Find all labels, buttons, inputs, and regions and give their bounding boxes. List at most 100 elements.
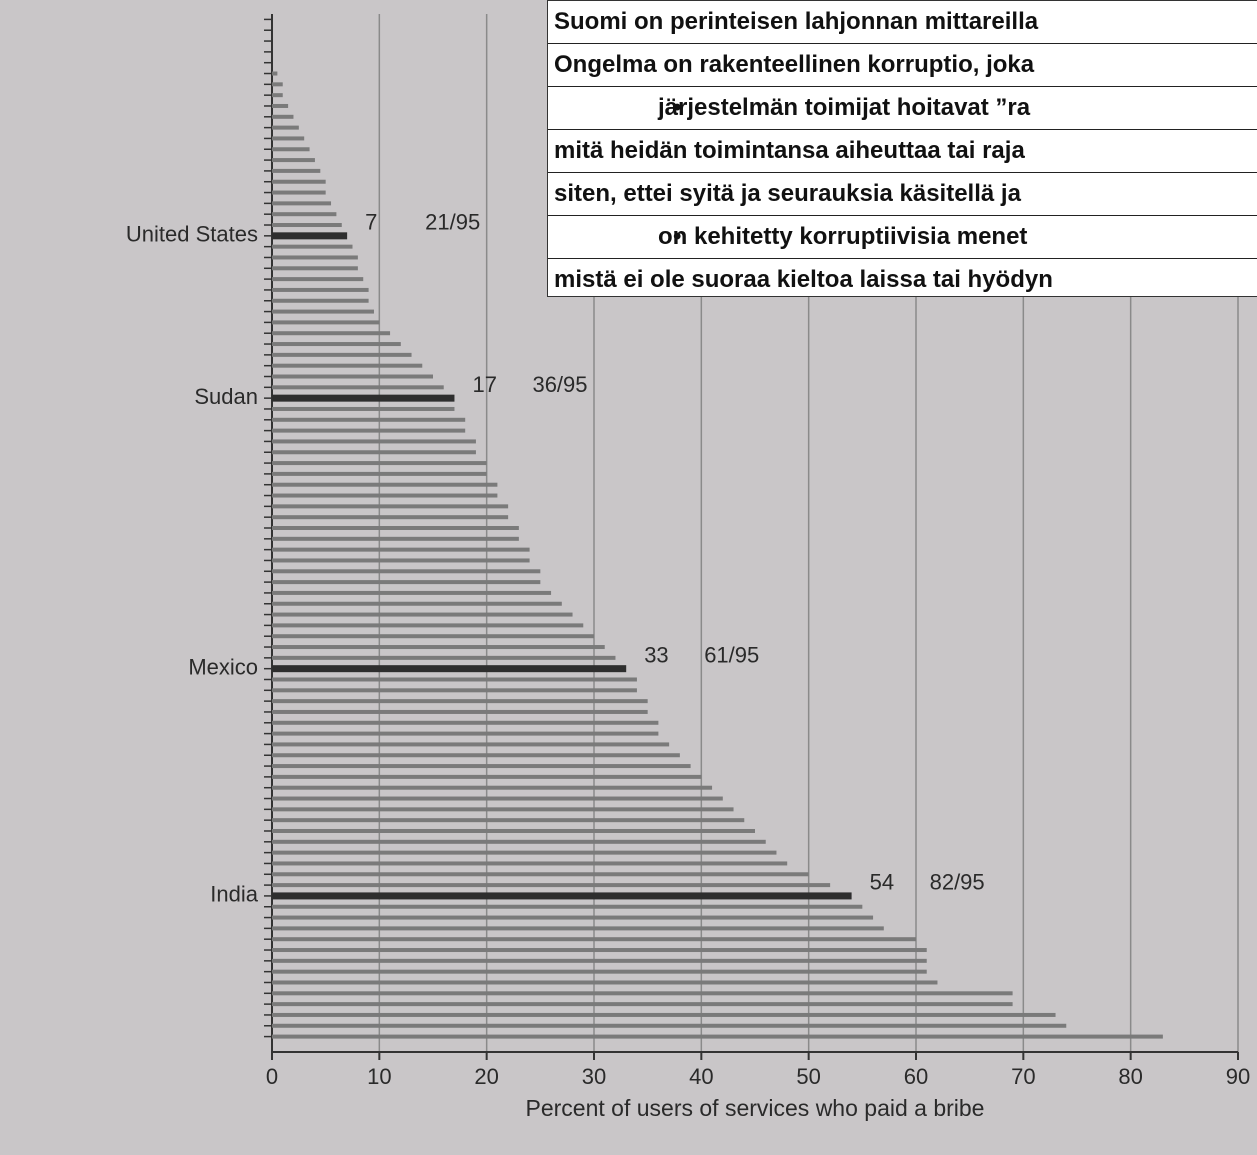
bar <box>272 515 509 520</box>
overlay-box: Suomi on perinteisen lahjonnan mittareil… <box>547 0 1257 297</box>
bar <box>272 417 466 422</box>
bar <box>272 82 283 87</box>
bar <box>272 287 369 292</box>
bar <box>272 980 938 985</box>
bar <box>272 201 332 206</box>
bar <box>272 374 433 379</box>
bar <box>272 93 283 98</box>
bar <box>272 892 852 900</box>
bar <box>272 406 455 411</box>
bar <box>272 612 573 617</box>
bar <box>272 103 289 108</box>
y-tick-label: Sudan <box>194 384 258 409</box>
bar <box>272 915 874 920</box>
value-label: 17 <box>472 372 496 397</box>
bar <box>272 655 616 660</box>
bar <box>272 958 927 963</box>
bar <box>272 71 278 76</box>
bar <box>272 861 788 866</box>
bar <box>272 471 487 476</box>
bar <box>272 948 927 953</box>
bar <box>272 807 734 812</box>
bar <box>272 709 648 714</box>
bar <box>272 569 541 574</box>
value-label: 54 <box>870 870 894 895</box>
bar <box>272 428 466 433</box>
bar <box>272 1002 1013 1007</box>
x-tick-label: 50 <box>796 1064 820 1089</box>
bar <box>272 125 299 130</box>
bar <box>272 309 374 314</box>
bar <box>272 937 916 942</box>
bar <box>272 114 294 119</box>
bar <box>272 1023 1067 1028</box>
bar <box>272 320 380 325</box>
bar <box>272 394 455 402</box>
bar <box>272 277 364 282</box>
bar <box>272 774 702 779</box>
x-tick-label: 10 <box>367 1064 391 1089</box>
bar <box>272 255 358 260</box>
bar <box>272 753 680 758</box>
bar <box>272 645 605 650</box>
bar <box>272 179 326 184</box>
bar <box>272 623 584 628</box>
overlay-line: Ongelma on rakenteellinen korruptio, jok… <box>548 44 1257 87</box>
bar <box>272 168 321 173</box>
bar <box>272 493 498 498</box>
bar <box>272 720 659 725</box>
overlay-line: Suomi on perinteisen lahjonnan mittareil… <box>548 1 1257 44</box>
bar <box>272 147 310 152</box>
bar <box>272 634 594 639</box>
bar <box>272 298 369 303</box>
bar <box>272 828 755 833</box>
bar <box>272 1034 1163 1039</box>
bar <box>272 665 627 673</box>
annotation: 61/95 <box>704 642 759 667</box>
value-label: 7 <box>365 210 377 235</box>
bar <box>272 363 423 368</box>
bar <box>272 1012 1056 1017</box>
bar <box>272 536 519 541</box>
bar <box>272 461 487 466</box>
overlay-line: on kehitetty korruptiivisia menet <box>548 216 1257 259</box>
bar <box>272 926 884 931</box>
bar <box>272 839 766 844</box>
x-axis-label: Percent of users of services who paid a … <box>526 1095 985 1121</box>
bar <box>272 991 1013 996</box>
annotation: 82/95 <box>930 870 985 895</box>
bar <box>272 158 315 163</box>
bar <box>272 688 637 693</box>
bar <box>272 590 552 595</box>
y-tick-label: Mexico <box>188 654 258 679</box>
y-tick-label: United States <box>126 222 258 247</box>
bar <box>272 136 305 141</box>
bar <box>272 601 562 606</box>
x-tick-label: 90 <box>1226 1064 1250 1089</box>
bar <box>272 526 519 530</box>
bar <box>272 244 353 249</box>
bar <box>272 883 831 888</box>
overlay-line: siten, ettei syitä ja seurauksia käsitel… <box>548 173 1257 216</box>
bar <box>272 558 530 563</box>
bar <box>272 796 723 801</box>
bar <box>272 764 691 769</box>
bar <box>272 742 670 747</box>
x-tick-label: 0 <box>266 1064 278 1089</box>
overlay-line: mitä heidän toimintansa aiheuttaa tai ra… <box>548 130 1257 173</box>
bar <box>272 547 530 552</box>
bar <box>272 482 498 487</box>
bar <box>272 266 358 271</box>
x-tick-label: 70 <box>1011 1064 1035 1089</box>
bar <box>272 818 745 823</box>
bar <box>272 850 777 855</box>
bar <box>272 504 509 509</box>
bar <box>272 450 476 455</box>
bar <box>272 331 391 336</box>
bar <box>272 580 541 585</box>
bar <box>272 232 348 240</box>
bar <box>272 731 659 736</box>
x-tick-label: 60 <box>904 1064 928 1089</box>
y-tick-label: India <box>210 882 258 907</box>
